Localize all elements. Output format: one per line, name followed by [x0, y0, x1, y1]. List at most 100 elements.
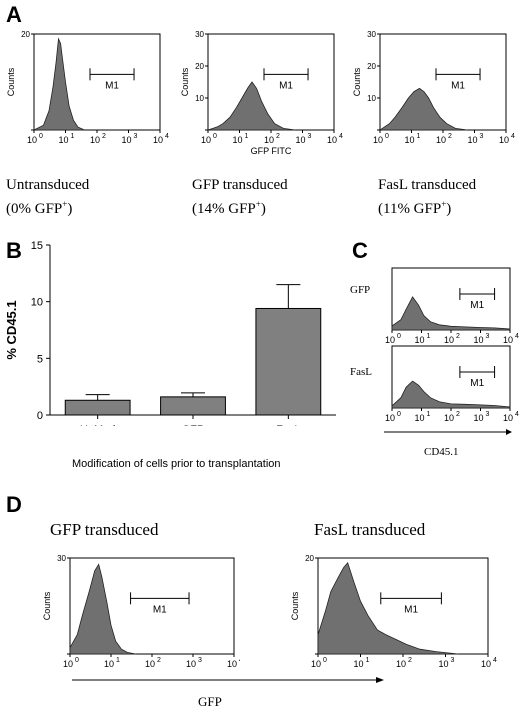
y-tick-label: 5	[37, 353, 43, 365]
x-tick-label: 10	[396, 659, 406, 669]
x-tick-exponent: 1	[417, 133, 421, 140]
x-tick-label: 10	[373, 135, 383, 145]
panel-d-axis-label: GFP	[198, 694, 222, 709]
histogram-area	[378, 87, 468, 131]
y-axis-title: Counts	[290, 591, 300, 620]
panel-c-label-fasl: FasL	[350, 366, 372, 378]
x-tick-exponent: 0	[323, 657, 327, 664]
x-tick-label: 10	[385, 335, 395, 344]
x-tick-exponent: 4	[239, 657, 240, 664]
bar-chart-xlabel: Modification of cells prior to transplan…	[72, 458, 281, 470]
panel-d-title-fasl: FasL transduced	[314, 520, 426, 539]
x-tick-label: 10	[481, 659, 491, 669]
histogram-area	[33, 37, 85, 131]
x-tick-label: 10	[353, 659, 363, 669]
x-tick-exponent: 3	[451, 657, 455, 664]
y-tick-label: 15	[31, 240, 43, 252]
x-tick-exponent: 3	[134, 133, 138, 140]
x-tick-exponent: 4	[511, 133, 515, 140]
x-tick-exponent: 2	[456, 411, 460, 418]
y-axis-title: Counts	[42, 591, 52, 620]
y-tick-label: 0	[37, 410, 43, 422]
gate-label: M1	[451, 80, 465, 91]
gate-label: M1	[105, 80, 119, 91]
x-tick-label: 10	[436, 135, 446, 145]
bar-unmod	[64, 399, 131, 416]
x-tick-label: 10	[63, 659, 73, 669]
bar-gfp	[160, 396, 226, 416]
category-label: GFP	[182, 424, 205, 426]
plot-frame	[207, 33, 335, 131]
x-tick-exponent: 2	[276, 133, 280, 140]
x-tick-exponent: 0	[385, 133, 389, 140]
histogram-area	[69, 563, 136, 655]
x-tick-label: 10	[227, 659, 237, 669]
x-tick-exponent: 2	[448, 133, 452, 140]
category-label: FasL	[276, 424, 300, 426]
y-tick-label: 30	[367, 30, 376, 39]
x-tick-exponent: 2	[408, 657, 412, 664]
y-tick-label: 30	[57, 554, 66, 563]
panel-d-title-gfp: GFP transduced	[50, 520, 159, 539]
x-tick-label: 10	[444, 413, 454, 422]
x-tick-exponent: 1	[427, 333, 431, 340]
x-tick-exponent: 0	[397, 333, 401, 340]
x-tick-label: 10	[444, 335, 454, 344]
x-tick-exponent: 4	[515, 333, 519, 340]
x-tick-exponent: 0	[213, 133, 217, 140]
y-tick-label: 10	[195, 94, 204, 103]
x-tick-label: 10	[58, 135, 68, 145]
x-tick-exponent: 1	[71, 133, 75, 140]
x-tick-exponent: 2	[157, 657, 161, 664]
x-tick-label: 10	[201, 135, 211, 145]
x-tick-label: 10	[104, 659, 114, 669]
x-tick-exponent: 1	[427, 411, 431, 418]
x-tick-label: 10	[327, 135, 337, 145]
bar-chart-cd45: 0 5 10 15 % CD45.1 UnMod GFP FasL	[4, 240, 336, 426]
y-tick-label: 20	[21, 30, 30, 39]
y-axis-title: Counts	[352, 67, 362, 96]
caption-gfp-transduced: GFP transduced (14% GFP+)	[192, 177, 288, 217]
x-tick-exponent: 4	[165, 133, 169, 140]
gate-label: M1	[279, 80, 293, 91]
panel-c-axis-label: CD45.1	[424, 446, 459, 458]
x-tick-exponent: 0	[39, 133, 43, 140]
x-tick-exponent: 4	[493, 657, 497, 664]
gate-label: M1	[470, 300, 484, 311]
x-tick-label: 10	[473, 413, 483, 422]
histogram-area	[391, 380, 511, 409]
x-tick-label: 10	[467, 135, 477, 145]
y-tick-label: 10	[31, 297, 43, 309]
x-tick-label: 10	[311, 659, 321, 669]
x-tick-exponent: 3	[486, 411, 490, 418]
y-axis-title: Counts	[180, 67, 190, 96]
x-tick-label: 10	[414, 413, 424, 422]
gate-label: M1	[470, 378, 484, 389]
x-tick-label: 10	[264, 135, 274, 145]
x-tick-label: 10	[385, 413, 395, 422]
histogram-d-gfp: M110010110210310430Counts	[42, 554, 240, 669]
x-tick-exponent: 0	[397, 411, 401, 418]
x-tick-label: 10	[503, 335, 513, 344]
y-axis-title: % CD45.1	[4, 300, 19, 359]
x-tick-label: 10	[145, 659, 155, 669]
x-tick-exponent: 3	[486, 333, 490, 340]
x-tick-exponent: 2	[102, 133, 106, 140]
x-tick-label: 10	[499, 135, 509, 145]
x-tick-label: 10	[90, 135, 100, 145]
gate-label: M1	[404, 604, 418, 615]
x-tick-label: 10	[186, 659, 196, 669]
y-tick-label: 20	[195, 62, 204, 71]
panel-label-a: A	[6, 2, 22, 27]
y-tick-label: 10	[367, 94, 376, 103]
x-tick-label: 10	[153, 135, 163, 145]
x-tick-exponent: 4	[339, 133, 343, 140]
panel-label-c: C	[352, 238, 368, 263]
x-tick-exponent: 1	[366, 657, 370, 664]
panel-label-b: B	[6, 238, 22, 263]
caption-untransduced: Untransduced (0% GFP+)	[6, 177, 90, 217]
